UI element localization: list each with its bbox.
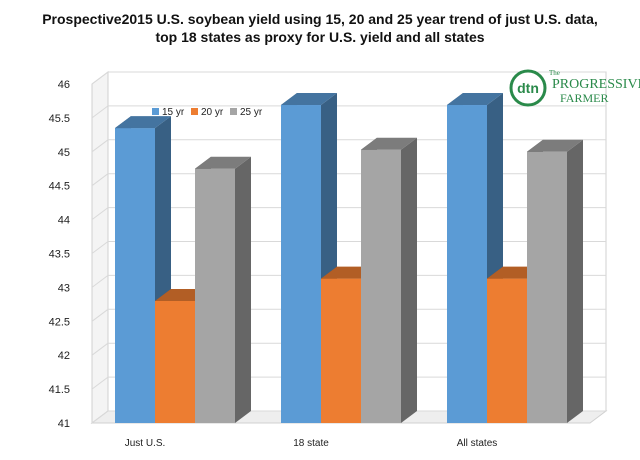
y-tick-label: 44 (58, 215, 70, 227)
gridline-side (91, 173, 109, 187)
bar (527, 139, 583, 424)
bar-front (195, 168, 235, 423)
y-tick-label: 41 (58, 418, 70, 430)
legend-label: 25 yr (240, 107, 263, 118)
chart-title: Prospective2015 U.S. soybean yield using… (42, 11, 598, 45)
legend-item: 25 yr (230, 107, 263, 118)
gridline-side (91, 139, 109, 153)
gridline-side (91, 274, 109, 288)
bar-side-right (567, 139, 583, 424)
gridline-side (91, 241, 109, 254)
legend: 15 yr 20 yr 25 yr (152, 107, 263, 118)
legend-item: 15 yr (152, 107, 185, 118)
gridline-side (91, 207, 109, 221)
y-tick-label: 43.5 (49, 249, 70, 261)
x-axis: Just U.S. 18 state All states (125, 438, 498, 449)
bar-top (195, 156, 251, 169)
gridline-side (91, 71, 109, 85)
y-tick-label: 45.5 (49, 113, 70, 125)
bar-side-right (401, 137, 417, 424)
bar-front (155, 300, 195, 423)
legend-swatch (191, 108, 198, 115)
x-tick-label: 18 state (293, 438, 329, 449)
bar-front (321, 278, 361, 423)
bars (115, 93, 583, 424)
dtn-progressive-farmer-logo: dtn The PROGRESSIVE FARMER (509, 69, 640, 107)
gridline-side (91, 308, 109, 322)
y-axis: 41 41.5 42 42.5 43 43.5 44 44.5 45 45.5 46 (49, 79, 70, 430)
gridline-side (91, 376, 109, 390)
legend-item: 20 yr (191, 107, 224, 118)
y-tick-label: 43 (58, 282, 70, 294)
y-tick-label: 44.5 (49, 181, 70, 193)
logo-mark-text: dtn (517, 80, 539, 96)
bar-top (115, 116, 171, 129)
y-tick-label: 45 (58, 147, 70, 159)
bar (195, 156, 251, 423)
bar-front (487, 278, 527, 423)
logo-line2: PROGRESSIVE (552, 77, 640, 92)
y-tick-label: 41.5 (49, 384, 70, 396)
y-tick-label: 46 (58, 79, 70, 91)
legend-label: 15 yr (162, 107, 185, 118)
bar (361, 137, 417, 424)
y-tick-label: 42.5 (49, 316, 70, 328)
x-tick-label: Just U.S. (125, 438, 166, 449)
x-tick-label: All states (457, 438, 498, 449)
bar-front (361, 149, 401, 424)
bar-top (281, 93, 337, 106)
bar-top (527, 139, 583, 152)
logo-line1: The (549, 69, 560, 77)
legend-label: 20 yr (201, 107, 224, 118)
gridline-side (91, 410, 109, 424)
gridline-side (91, 342, 109, 356)
legend-swatch (230, 108, 237, 115)
bar-front (281, 105, 321, 423)
bar-front (447, 105, 487, 423)
legend-swatch (152, 108, 159, 115)
bar-side-right (235, 156, 251, 423)
bar-front (527, 151, 567, 424)
bar-top (361, 137, 417, 150)
bar-front (115, 128, 155, 423)
y-tick-label: 42 (58, 350, 70, 362)
logo-line3: FARMER (560, 91, 608, 105)
gridline-side (91, 105, 109, 119)
bar-top (447, 93, 503, 106)
